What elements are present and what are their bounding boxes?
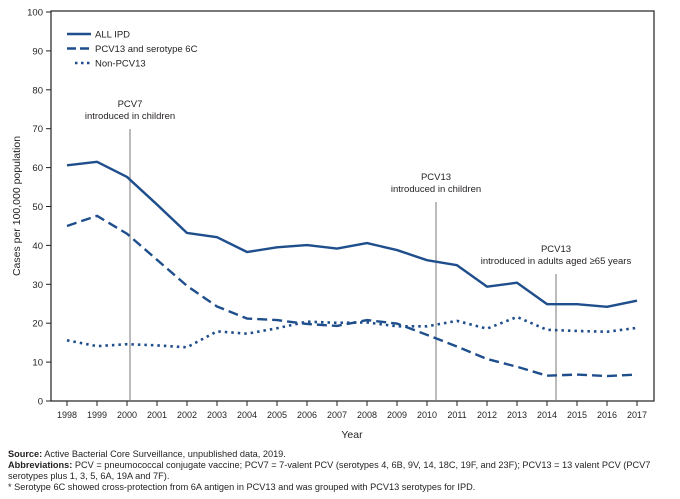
annotation-label-line1: PCV13 <box>421 172 451 183</box>
y-tick-label: 10 <box>32 358 43 369</box>
x-axis-label: Year <box>341 429 363 441</box>
x-tick-label: 2003 <box>207 410 227 420</box>
x-tick-label: 2015 <box>567 410 587 420</box>
x-tick-label: 2006 <box>297 410 317 420</box>
legend-label: ALL IPD <box>95 30 130 41</box>
x-tick-label: 2016 <box>597 410 617 420</box>
x-tick-label: 2014 <box>537 410 557 420</box>
x-tick-label: 2012 <box>477 410 497 420</box>
chart-notes: Source: Active Bacterial Core Surveillan… <box>8 449 676 493</box>
x-tick-label: 2008 <box>357 410 377 420</box>
annotation-label-line1: PCV13 <box>541 244 571 255</box>
legend: ALL IPD PCV13 and serotype 6C Non-PCV13 <box>67 30 198 70</box>
x-tick-label: 2005 <box>267 410 287 420</box>
series-line-non-pcv13 <box>66 315 638 349</box>
x-tick-label: 1998 <box>57 410 77 420</box>
y-tick-label: 60 <box>32 163 43 174</box>
legend-label: PCV13 and serotype 6C <box>95 44 198 55</box>
x-tick-label: 2013 <box>507 410 527 420</box>
x-axis: 1998 1999 2000 2001 2002 2003 2004 2005 2006 2007… <box>57 401 647 420</box>
y-axis-label: Cases per 100,000 population <box>11 136 23 276</box>
y-tick-label: 40 <box>32 241 43 252</box>
annotation-label-line1: PCV7 <box>118 99 143 110</box>
plot-frame <box>50 10 655 402</box>
abbreviations-note: Abbreviations: PCV = pneumococcal conjug… <box>8 460 651 481</box>
y-axis: 0 10 20 30 40 50 60 70 80 90 100 <box>27 8 51 408</box>
line-chart: 0 10 20 30 40 50 60 70 80 90 100 1998 1999 2000 2001 2… <box>11 8 655 441</box>
y-tick-label: 100 <box>27 8 43 19</box>
x-tick-label: 2002 <box>177 410 197 420</box>
annotation-label-line2: introduced in adults aged ≥65 years <box>481 256 632 267</box>
annotation-label-line2: introduced in children <box>85 111 175 122</box>
y-tick-label: 30 <box>32 280 43 291</box>
y-tick-label: 90 <box>32 46 43 57</box>
x-tick-label: 2007 <box>327 410 347 420</box>
y-tick-label: 20 <box>32 319 43 330</box>
y-tick-label: 50 <box>32 202 43 213</box>
annotation-label-line2: introduced in children <box>391 184 481 195</box>
y-tick-label: 0 <box>38 397 43 408</box>
x-tick-label: 1999 <box>87 410 107 420</box>
x-tick-label: 2004 <box>237 410 257 420</box>
legend-label: Non-PCV13 <box>95 59 146 70</box>
x-tick-label: 2010 <box>417 410 437 420</box>
x-tick-label: 2000 <box>117 410 137 420</box>
footnote: * Serotype 6C showed cross-protection fr… <box>8 482 476 492</box>
x-tick-label: 2009 <box>387 410 407 420</box>
x-tick-label: 2017 <box>627 410 647 420</box>
x-tick-label: 2011 <box>447 410 466 420</box>
y-tick-label: 70 <box>32 124 43 135</box>
x-tick-label: 2001 <box>147 410 167 420</box>
y-tick-label: 80 <box>32 85 43 96</box>
source-note: Source: Active Bacterial Core Surveillan… <box>8 449 286 459</box>
series-line-pcv13-and-serotype-6c <box>66 214 638 378</box>
series-lines <box>66 160 638 378</box>
series-line-all-ipd <box>66 160 638 309</box>
